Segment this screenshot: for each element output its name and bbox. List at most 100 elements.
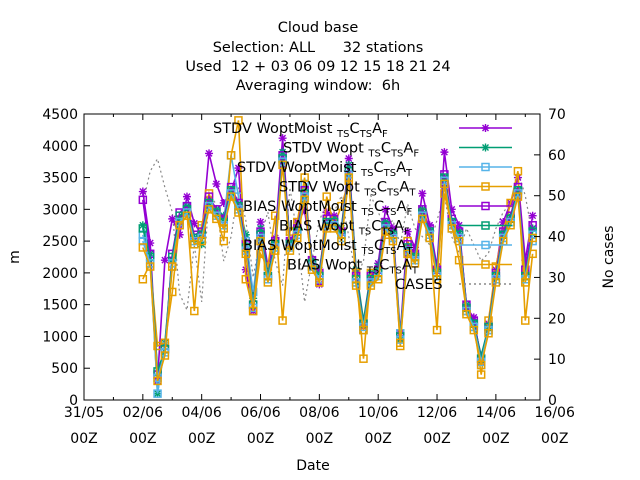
legend-sub: T [411,266,419,277]
data-point [432,274,442,284]
legend-sub: TS [367,149,380,160]
data-point [138,187,147,196]
x-tick-label: 12/06 [417,405,457,421]
data-point [212,179,221,188]
legend-sub: TS [383,168,396,179]
legend-sub: TS [388,266,401,277]
data-point [481,260,490,269]
data-point [212,214,221,224]
y-tick-label: 2500 [42,234,78,250]
chart-title: Cloud base Selection: ALL 32 stations Us… [185,20,450,94]
legend-label: BIAS Wopt TSCTSAT [287,258,419,277]
data-point [315,278,324,287]
y2-tick-label: 60 [548,148,566,164]
data-point [175,230,184,239]
data-point [234,208,243,217]
data-point [481,124,490,132]
data-point [381,227,390,236]
legend-entry: STDV Wopt TSCTSAF [283,141,512,160]
y-tick-label: 4500 [42,107,78,123]
y-tick-label: 3000 [42,202,78,218]
data-point [440,148,449,157]
data-point [481,201,490,211]
legend-sub: F [413,149,419,160]
y2-tick-label: 40 [548,230,566,246]
title-line-3: Used 12 + 03 06 09 12 15 18 21 24 [185,59,450,75]
data-point [226,192,236,201]
legend-entry: BIAS Wopt TSCTSAT [287,258,512,277]
data-point [160,256,169,265]
legend-entry: STDV Wopt TSCTSAT [279,180,512,199]
legend-sub: TS [336,129,349,140]
data-point [190,219,199,228]
legend-sub: F [382,129,388,140]
legend-sub: T [405,246,413,257]
plot-frame [83,113,541,401]
title-line-2: Selection: ALL 32 stations [213,40,424,56]
y2-tick-label: 0 [548,393,557,409]
data-point [344,173,354,182]
data-point [307,265,317,274]
data-point [278,316,287,325]
legend-entry: BIAS Wopt TSCTSAF [279,219,512,238]
y-axis-label: m [7,250,23,264]
data-point [175,220,184,230]
legend-sub: A [397,238,407,254]
data-point [381,205,390,214]
legend-sub: TS [383,207,396,218]
x-tick-label-time: 00Z [364,431,391,447]
legend-label: STDV Wopt TSCTSAT [279,180,416,199]
data-point [241,249,251,259]
series-line [142,164,534,382]
x-tick-label: 14/06 [476,405,516,421]
legend-label: CASES [395,277,443,293]
legend-sub: TS [360,168,373,179]
data-point [447,205,456,214]
data-point [528,233,537,243]
y-tick-label: 3500 [42,171,78,187]
legend-sub: T [408,188,416,199]
data-point [513,192,523,201]
data-point [138,243,148,252]
legend-sub: TS [363,188,376,199]
data-point [138,195,148,205]
x-tick-label-time: 00Z [247,431,274,447]
data-point [476,370,486,379]
legend-sub: TS [390,149,403,160]
data-point [300,173,309,182]
data-point [226,151,236,160]
data-point [270,246,280,255]
y-tick-label: 500 [51,361,78,377]
legend-sub: TS [366,266,379,277]
data-point [366,281,376,290]
data-point [197,236,206,246]
data-point [160,351,170,360]
legend-label: STDV Wopt TSCTSAF [283,141,419,160]
x-tick-label-time: 00Z [541,431,568,447]
data-point [521,256,530,265]
data-point [205,149,214,158]
data-point [322,192,331,201]
legend-sub: C [377,180,387,196]
data-point [182,211,192,220]
data-point [278,160,287,170]
data-point [425,233,434,243]
data-point [145,262,155,271]
legend-sub: TS [383,246,396,257]
legend-entry: BIAS WoptMoist TSCTSAF [243,199,512,218]
data-point [190,306,199,316]
data-point [263,278,273,287]
data-point [359,325,368,335]
legend-sub: F [406,207,412,218]
legend-sub: TS [386,188,399,199]
legend-sub: TS [359,129,372,140]
legend-sub: F [404,227,410,238]
data-point [440,179,449,189]
legend-sub: TS [360,246,373,257]
legend-sub: C [374,238,384,254]
legend-sub: C [374,199,384,215]
data-point [388,236,398,246]
legend-entry: STDV WoptMoist TSCTSAF [213,121,512,140]
data-point [248,287,258,297]
